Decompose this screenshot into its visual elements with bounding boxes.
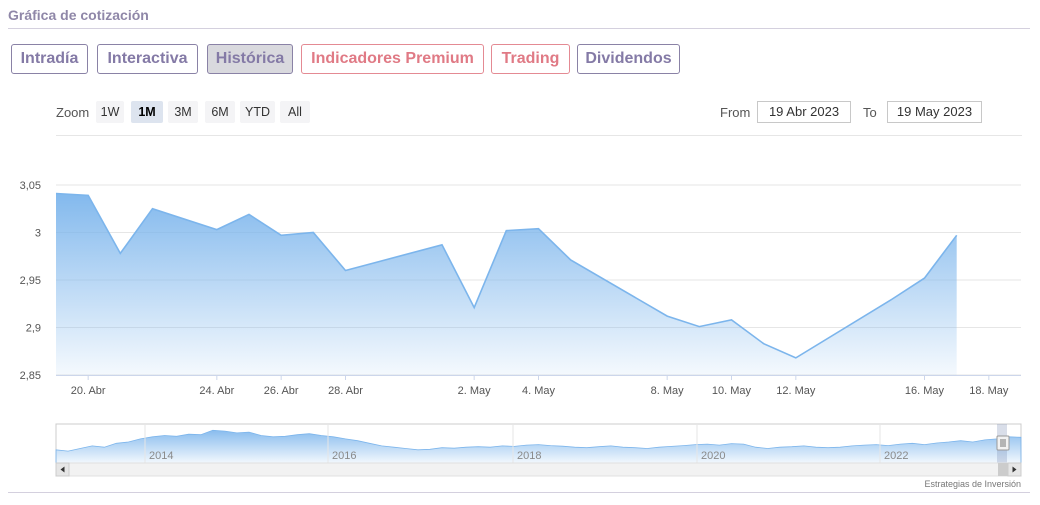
price-point[interactable] xyxy=(537,227,541,231)
x-tick-label: 18. May xyxy=(969,385,1009,397)
zoom-button-1m[interactable]: 1M xyxy=(131,101,163,123)
arrow-left-icon xyxy=(60,466,65,473)
chart-credit[interactable]: Estrategias de Inversión xyxy=(924,479,1021,489)
price-point[interactable] xyxy=(794,356,798,360)
price-point[interactable] xyxy=(54,192,58,196)
price-point[interactable] xyxy=(311,231,315,235)
tab-dividendos[interactable]: Dividendos xyxy=(577,44,680,74)
x-tick-label: 4. May xyxy=(522,385,556,397)
zoom-button-ytd[interactable]: YTD xyxy=(240,101,275,123)
price-point[interactable] xyxy=(247,212,251,216)
navigator-year-label: 2016 xyxy=(332,450,356,462)
y-tick-label: 2,95 xyxy=(20,275,41,287)
x-tick-label: 24. Abr xyxy=(199,385,234,397)
x-tick-label: 28. Abr xyxy=(328,385,363,397)
price-point[interactable] xyxy=(730,318,734,322)
price-point[interactable] xyxy=(504,229,508,233)
from-date-input[interactable]: 19 Abr 2023 xyxy=(757,101,851,123)
price-point[interactable] xyxy=(890,297,894,301)
x-tick-label: 16. May xyxy=(905,385,945,397)
navigator-scrollbar-track[interactable] xyxy=(55,462,1022,477)
navigator-year-label: 2022 xyxy=(884,450,908,462)
navigator-series xyxy=(55,429,1022,464)
bottom-divider xyxy=(8,492,1030,493)
tab-intradía[interactable]: Intradía xyxy=(11,44,88,74)
price-point[interactable] xyxy=(762,342,766,346)
price-point[interactable] xyxy=(472,306,476,310)
from-label: From xyxy=(720,105,751,120)
zoom-button-1w[interactable]: 1W xyxy=(96,101,124,123)
tab-interactiva[interactable]: Interactiva xyxy=(97,44,198,74)
to-date-input[interactable]: 19 May 2023 xyxy=(887,101,982,123)
navigator-year-label: 2020 xyxy=(701,450,725,462)
price-point[interactable] xyxy=(440,243,444,247)
section-title: Gráfica de cotización xyxy=(8,7,149,23)
price-point[interactable] xyxy=(86,193,90,197)
x-tick-label: 2. May xyxy=(458,385,492,397)
zoom-button-all[interactable]: All xyxy=(280,101,310,123)
x-tick-label: 12. May xyxy=(776,385,816,397)
zoom-button-6m[interactable]: 6M xyxy=(205,101,235,123)
price-point[interactable] xyxy=(344,269,348,273)
price-area xyxy=(56,193,957,375)
tab-histórica[interactable]: Histórica xyxy=(207,44,293,74)
navigator-year-label: 2018 xyxy=(517,450,541,462)
navigator-year-label: 2014 xyxy=(149,450,173,462)
price-point[interactable] xyxy=(215,228,219,232)
zoom-button-3m[interactable]: 3M xyxy=(168,101,198,123)
y-tick-label: 3 xyxy=(35,228,41,240)
x-tick-label: 26. Abr xyxy=(264,385,299,397)
x-tick-label: 20. Abr xyxy=(71,385,106,397)
price-point[interactable] xyxy=(665,314,669,318)
price-point[interactable] xyxy=(697,325,701,329)
y-tick-label: 2,9 xyxy=(26,323,41,335)
tab-indicadores-premium[interactable]: Indicadores Premium xyxy=(301,44,484,74)
chart-top-rule xyxy=(56,135,1022,136)
price-point[interactable] xyxy=(118,251,122,255)
navigator-scrollbar-thumb[interactable] xyxy=(998,463,1008,476)
price-point[interactable] xyxy=(279,233,283,237)
price-point[interactable] xyxy=(955,233,959,237)
tab-trading[interactable]: Trading xyxy=(491,44,570,74)
y-tick-label: 3,05 xyxy=(20,180,41,192)
to-label: To xyxy=(863,105,877,120)
price-point[interactable] xyxy=(569,258,573,262)
y-tick-label: 2,85 xyxy=(20,370,41,382)
price-point[interactable] xyxy=(923,276,927,280)
x-tick-label: 10. May xyxy=(712,385,752,397)
price-point[interactable] xyxy=(151,207,155,211)
arrow-right-icon xyxy=(1012,466,1017,473)
title-divider xyxy=(8,28,1030,29)
zoom-label: Zoom xyxy=(56,105,90,120)
x-tick-label: 8. May xyxy=(651,385,685,397)
price-line xyxy=(55,192,958,359)
